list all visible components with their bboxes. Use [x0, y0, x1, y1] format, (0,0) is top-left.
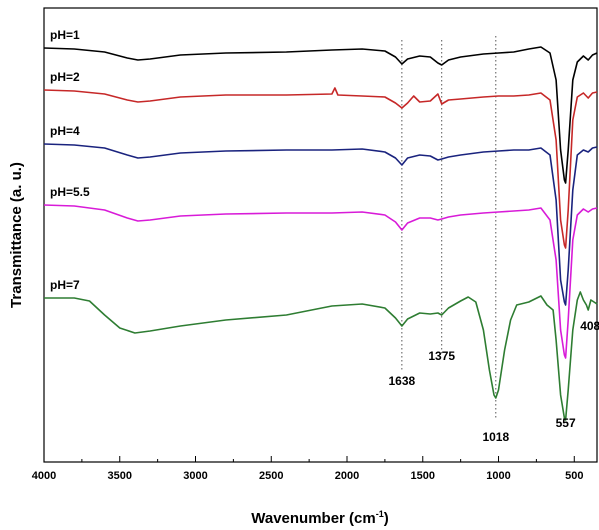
plot-frame	[43, 7, 598, 463]
x-tick-label-3500: 3500	[108, 470, 132, 482]
series-line-pH=5.5	[43, 204, 598, 359]
x-tick-label-3000: 3000	[183, 470, 207, 482]
x-tick-label-4000: 4000	[32, 470, 56, 482]
annotation-1018: 1018	[482, 430, 509, 444]
series-line-pH=7	[44, 291, 598, 421]
series-label-pH=2: pH=2	[50, 70, 80, 84]
series-label-pH=7: pH=7	[50, 278, 80, 292]
reference-lines	[401, 36, 497, 420]
annotation-557: 557	[556, 416, 576, 430]
x-tick-label-2000: 2000	[335, 470, 359, 482]
series-layer	[43, 46, 598, 421]
annotation-1638: 1638	[389, 374, 416, 388]
annotation-1375: 1375	[428, 349, 455, 363]
series-label-pH=4: pH=4	[50, 124, 80, 138]
x-tick-label-1000: 1000	[486, 470, 510, 482]
x-axis-title: Wavenumber (cm-1)	[251, 509, 389, 527]
x-tick-label-1500: 1500	[411, 470, 435, 482]
series-label-pH=5.5: pH=5.5	[50, 185, 90, 199]
series-line-pH=4	[43, 143, 598, 306]
series-line-pH=2	[43, 87, 598, 249]
annotation-408: 408	[580, 319, 599, 333]
x-tick-label-500: 500	[565, 470, 583, 482]
x-axis-ticks: 4000 3500 3000 2500 2000 1500 1000 500	[32, 456, 583, 482]
series-line-pH=1	[43, 46, 598, 184]
series-label-pH=1: pH=1	[50, 28, 80, 42]
x-tick-label-2500: 2500	[259, 470, 283, 482]
annotations: 1638 1375 1018 557 408	[389, 319, 599, 444]
series-labels: pH=1 pH=2 pH=4 pH=5.5 pH=7	[50, 28, 90, 292]
y-axis-title: Transmittance (a. u.)	[8, 162, 25, 308]
